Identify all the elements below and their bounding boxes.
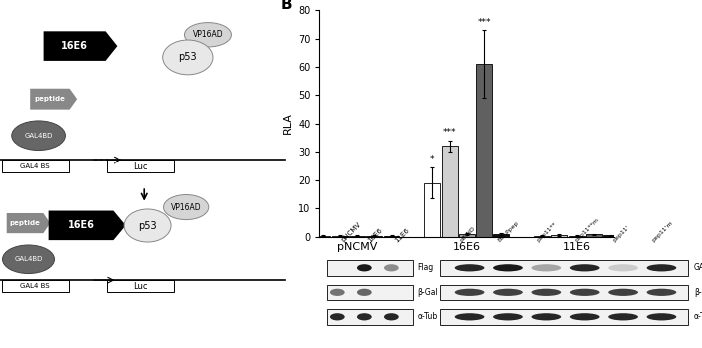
- Bar: [494, 234, 509, 237]
- FancyBboxPatch shape: [1, 160, 69, 172]
- Text: pep11'm: pep11'm: [651, 220, 674, 243]
- Bar: [569, 236, 585, 237]
- Text: peptide: peptide: [10, 220, 41, 226]
- FancyBboxPatch shape: [440, 285, 689, 300]
- Ellipse shape: [647, 289, 676, 296]
- Ellipse shape: [647, 313, 676, 321]
- FancyBboxPatch shape: [327, 260, 413, 276]
- Bar: [476, 64, 492, 237]
- Bar: [332, 236, 347, 237]
- Ellipse shape: [608, 264, 638, 271]
- Ellipse shape: [330, 289, 345, 296]
- Ellipse shape: [570, 264, 600, 271]
- Text: α-Tub: α-Tub: [694, 312, 702, 321]
- Text: *: *: [430, 155, 435, 164]
- Ellipse shape: [647, 264, 676, 271]
- Ellipse shape: [608, 289, 638, 296]
- Text: VP16AD: VP16AD: [192, 30, 223, 39]
- Ellipse shape: [384, 264, 399, 271]
- Text: 16E6: 16E6: [366, 227, 384, 243]
- FancyBboxPatch shape: [440, 260, 689, 276]
- Bar: [459, 234, 475, 237]
- Ellipse shape: [357, 313, 372, 321]
- Bar: [366, 236, 382, 237]
- Ellipse shape: [124, 209, 171, 242]
- Text: peptide: peptide: [34, 96, 65, 102]
- Ellipse shape: [384, 313, 399, 321]
- FancyBboxPatch shape: [440, 309, 689, 325]
- Text: 16E6: 16E6: [61, 41, 88, 51]
- FancyBboxPatch shape: [1, 280, 69, 292]
- Text: 11E6: 11E6: [394, 227, 411, 243]
- Text: GAL4DBD: GAL4DBD: [694, 263, 702, 272]
- Ellipse shape: [570, 313, 600, 321]
- Ellipse shape: [163, 40, 213, 75]
- Bar: [425, 183, 440, 237]
- Ellipse shape: [531, 264, 561, 271]
- Ellipse shape: [608, 313, 638, 321]
- Bar: [442, 146, 458, 237]
- Text: Flag: Flag: [417, 263, 433, 272]
- Polygon shape: [48, 211, 126, 240]
- Bar: [603, 235, 619, 237]
- Bar: [314, 236, 331, 237]
- Text: ***: ***: [443, 128, 456, 137]
- Text: pep11**m: pep11**m: [574, 217, 600, 243]
- FancyBboxPatch shape: [327, 285, 413, 300]
- Bar: [552, 235, 567, 237]
- Ellipse shape: [531, 313, 561, 321]
- Text: α-Tub: α-Tub: [417, 312, 437, 321]
- FancyBboxPatch shape: [107, 160, 174, 172]
- Bar: [586, 235, 602, 237]
- Text: GAL4 BS: GAL4 BS: [20, 163, 50, 169]
- Ellipse shape: [455, 289, 484, 296]
- Ellipse shape: [357, 264, 372, 271]
- Text: pep11**: pep11**: [536, 221, 557, 243]
- Text: B: B: [281, 0, 293, 12]
- Text: β-Gal: β-Gal: [417, 288, 438, 297]
- Ellipse shape: [164, 195, 208, 220]
- FancyBboxPatch shape: [107, 280, 174, 292]
- Ellipse shape: [493, 264, 523, 271]
- Text: p53: p53: [138, 221, 157, 230]
- Polygon shape: [30, 89, 77, 110]
- Ellipse shape: [493, 289, 523, 296]
- Ellipse shape: [330, 313, 345, 321]
- Text: VP16AD: VP16AD: [171, 203, 201, 212]
- Ellipse shape: [3, 245, 55, 274]
- Text: GAL4BD: GAL4BD: [14, 256, 43, 262]
- Bar: [534, 236, 550, 237]
- Text: pep11': pep11': [612, 224, 631, 243]
- Text: pBIND: pBIND: [459, 226, 476, 243]
- Ellipse shape: [357, 289, 372, 296]
- Ellipse shape: [493, 313, 523, 321]
- Polygon shape: [7, 213, 51, 233]
- Text: GAL4BD: GAL4BD: [25, 133, 53, 139]
- Text: GAL4 BS: GAL4 BS: [20, 283, 50, 289]
- Text: ***: ***: [477, 18, 491, 27]
- Ellipse shape: [185, 23, 232, 47]
- Text: Luc: Luc: [133, 282, 148, 291]
- Ellipse shape: [12, 121, 65, 150]
- Ellipse shape: [455, 313, 484, 321]
- Text: β-Gal: β-Gal: [694, 288, 702, 297]
- Polygon shape: [44, 31, 117, 61]
- Text: 16E6: 16E6: [67, 220, 95, 230]
- Ellipse shape: [531, 289, 561, 296]
- Text: Luc: Luc: [133, 162, 148, 171]
- Y-axis label: RLA: RLA: [282, 113, 293, 134]
- Text: E6APpep: E6APpep: [497, 220, 520, 243]
- Text: pNCMV: pNCMV: [340, 221, 362, 243]
- Bar: [349, 236, 365, 237]
- Bar: [383, 236, 399, 237]
- FancyBboxPatch shape: [327, 309, 413, 325]
- Ellipse shape: [455, 264, 484, 271]
- Text: p53: p53: [178, 53, 197, 62]
- Ellipse shape: [570, 289, 600, 296]
